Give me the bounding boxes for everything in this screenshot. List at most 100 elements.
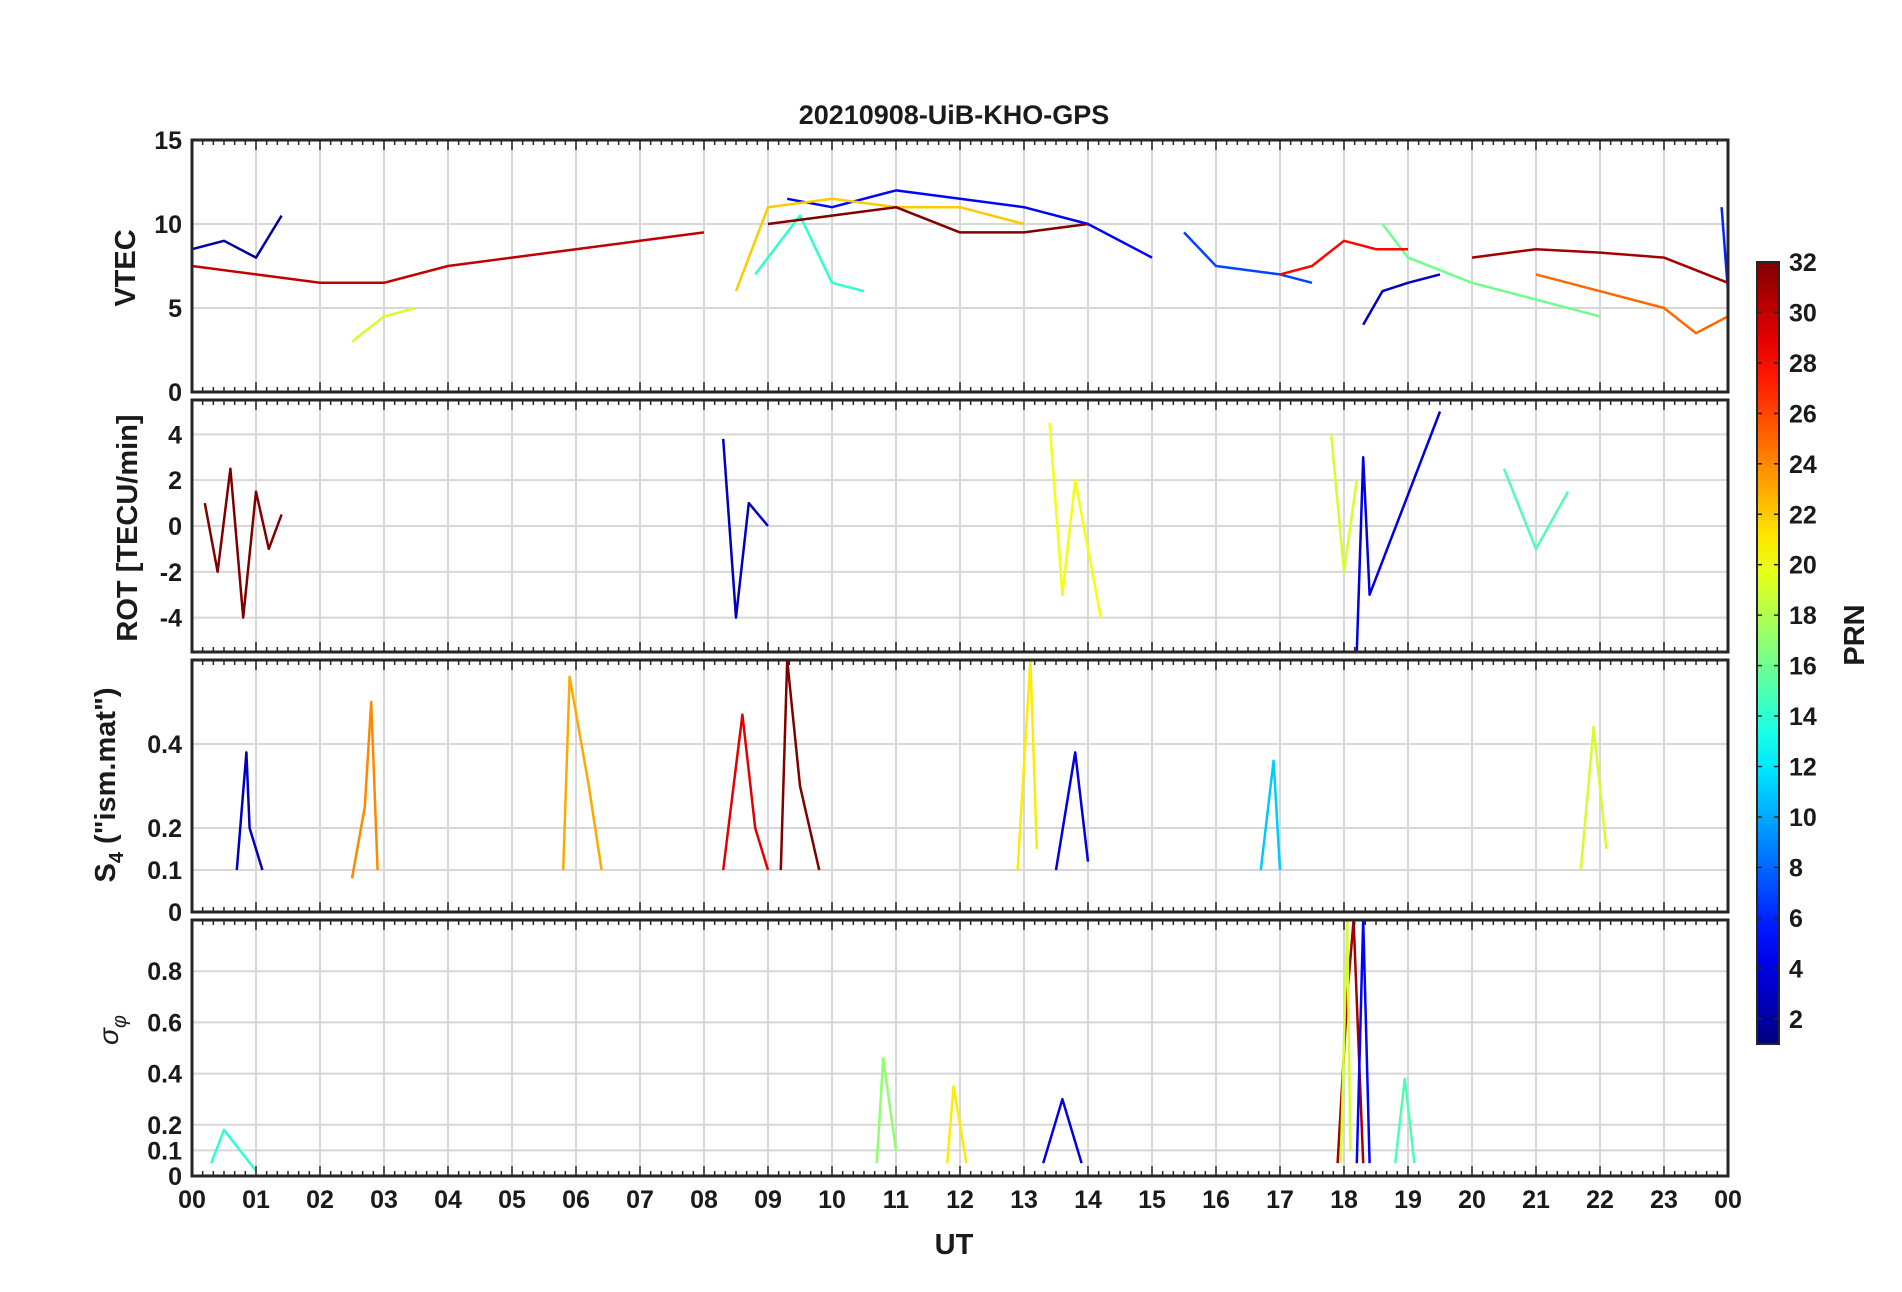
series-line-prn-23 xyxy=(561,675,603,871)
sigma-phi-ylabel: σφ xyxy=(93,1015,131,1045)
series-line-prn-4 xyxy=(1054,751,1090,871)
x-tick-label: 11 xyxy=(883,1186,910,1214)
figure-title: 20210908-UiB-KHO-GPS xyxy=(799,100,1110,130)
y-tick-label: 10 xyxy=(154,211,182,239)
series-line-prn-21 xyxy=(945,1085,968,1164)
y-tick-label: 5 xyxy=(168,295,182,323)
colorbar-tick-label: 14 xyxy=(1789,703,1817,731)
x-tick-label: 00 xyxy=(178,1186,206,1214)
series-line-prn-3 xyxy=(1362,273,1441,326)
series-line-prn-22 xyxy=(734,197,1025,292)
y-tick-label: 0.1 xyxy=(147,857,182,885)
series-line-prn-29 xyxy=(721,713,770,871)
colorbar-tick-label: 22 xyxy=(1789,501,1817,529)
series-line-prn-19 xyxy=(351,306,417,343)
y-tick-label: 4 xyxy=(168,421,182,449)
plot-frame xyxy=(190,138,1730,394)
series-line-prn-11 xyxy=(1259,759,1282,871)
series-line-prn-31 xyxy=(1471,247,1729,284)
y-tick-label: 15 xyxy=(154,127,182,155)
sigma-phi-panel: 00.10.2 0.4 0.6 0.8 xyxy=(147,918,1730,1191)
x-tick-label: 22 xyxy=(1586,1186,1614,1214)
series-line-prn-32 xyxy=(779,658,821,871)
s4-ylabel-main: S xyxy=(90,863,122,882)
plot-frame xyxy=(190,398,1730,654)
series-line-prn-32 xyxy=(767,205,1089,234)
y-tick-label: 0 xyxy=(168,379,182,407)
x-tick-label: 12 xyxy=(946,1186,974,1214)
rot-panel: -4 -2 0 2 4 xyxy=(160,398,1730,654)
series-line-prn-4 xyxy=(1042,1097,1083,1164)
y-tick-label: 2 xyxy=(168,467,182,495)
colorbar-tick-label: 24 xyxy=(1789,451,1817,479)
series-line-prn-3 xyxy=(721,438,769,619)
x-tick-label: 23 xyxy=(1650,1186,1678,1214)
colorbar-tick-label: 16 xyxy=(1789,653,1817,681)
sigma-phi-ylabel-sub: φ xyxy=(109,1015,131,1028)
x-tick-label: 16 xyxy=(1202,1186,1230,1214)
y-tick-label: 0.4 xyxy=(147,1061,182,1089)
s4-ylabel: S4 ("ism.mat") xyxy=(90,688,128,883)
x-tick-label: 13 xyxy=(1010,1186,1038,1214)
y-tick-label: 0.1 xyxy=(147,1137,182,1165)
series-line-prn-14 xyxy=(754,214,865,293)
colorbar-frame xyxy=(1756,261,1780,1045)
x-tick-label: 07 xyxy=(626,1186,654,1214)
x-tick-label: 03 xyxy=(370,1186,398,1214)
y-tick-label: 0 xyxy=(168,513,182,541)
s4-panel: 0 0.1 0.2 0.4 xyxy=(147,658,1730,927)
colorbar-tick-label: 32 xyxy=(1789,249,1817,277)
colorbar-tick-label: 26 xyxy=(1789,400,1817,428)
x-tick-label: 06 xyxy=(562,1186,590,1214)
x-tick-label: 18 xyxy=(1330,1186,1358,1214)
series-line-prn-17 xyxy=(875,1056,898,1164)
x-tick-label: 04 xyxy=(434,1186,462,1214)
x-tick-label: 02 xyxy=(306,1186,334,1214)
plot-frame xyxy=(190,658,1730,914)
series-line-prn-24 xyxy=(350,700,379,879)
series-line-prn-32 xyxy=(203,467,283,619)
colorbar-tick-label: 30 xyxy=(1789,299,1817,327)
x-tick-label: 14 xyxy=(1074,1186,1102,1214)
y-tick-label: 0.6 xyxy=(147,1009,182,1037)
y-tick-label: -4 xyxy=(160,605,182,633)
y-tick-label: 0 xyxy=(168,899,182,927)
colorbar-gradient xyxy=(1757,262,1779,1044)
colorbar-tick-label: 28 xyxy=(1789,350,1817,378)
x-tick-label: 15 xyxy=(1138,1186,1166,1214)
x-tick-label: 01 xyxy=(242,1186,270,1214)
y-tick-label: 0.4 xyxy=(147,731,182,759)
x-tick-label: 19 xyxy=(1394,1186,1422,1214)
colorbar-tick-label: 20 xyxy=(1789,552,1817,580)
colorbar-tick-label: 12 xyxy=(1789,754,1817,782)
x-tick-label: 00 xyxy=(1714,1186,1742,1214)
x-tick-label: 20 xyxy=(1458,1186,1486,1214)
vtec-panel: 0 5 10 15 xyxy=(154,127,1730,407)
s4-ylabel-sub: 4 xyxy=(106,851,128,863)
s4-ylabel-rest: ("ism.mat") xyxy=(90,688,122,852)
series-line-prn-7 xyxy=(1183,231,1313,285)
colorbar-tick-label: 6 xyxy=(1789,905,1803,933)
series-line-prn-20 xyxy=(1048,422,1103,618)
series-line-prn-2 xyxy=(191,214,283,259)
series-line-prn-30 xyxy=(191,231,705,285)
x-tick-label: 09 xyxy=(754,1186,782,1214)
vtec-ylabel: VTEC xyxy=(110,229,142,306)
colorbar-tick-label: 2 xyxy=(1789,1006,1803,1034)
sigma-phi-ylabel-main: σ xyxy=(93,1027,124,1045)
x-axis-label: UT xyxy=(935,1229,974,1261)
x-tick-label: 10 xyxy=(818,1186,846,1214)
series-line-prn-4 xyxy=(1355,411,1442,653)
y-tick-label: 0.2 xyxy=(147,1112,182,1140)
colorbar-tick-label: 4 xyxy=(1789,955,1803,983)
colorbar-label: PRN xyxy=(1839,604,1871,665)
colorbar-tick-label: 18 xyxy=(1789,602,1817,630)
y-tick-label: 0.8 xyxy=(147,958,182,986)
series-line-prn-16 xyxy=(1381,223,1601,318)
series-line-prn-25 xyxy=(1535,273,1729,335)
plot-frame xyxy=(190,918,1730,1178)
series-line-prn-19 xyxy=(1329,434,1359,574)
y-tick-label: 0.2 xyxy=(147,815,182,843)
